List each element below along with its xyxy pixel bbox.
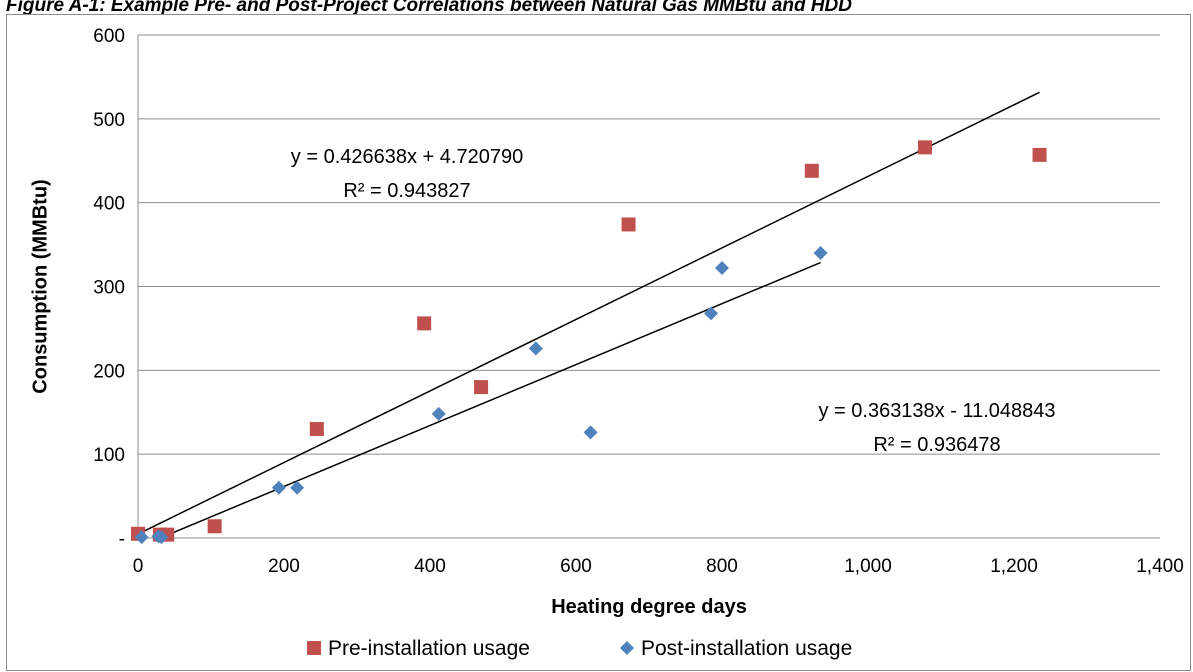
x-tick-label: 600 (560, 556, 592, 577)
pre-installation-point (309, 422, 324, 437)
y-axis-title: Consumption (MMBtu) (29, 179, 51, 393)
y-tick-label: 400 (93, 194, 125, 215)
figure-title: Figure A-1: Example Pre- and Post-Projec… (6, 0, 853, 16)
y-tick-label: 300 (93, 278, 125, 299)
post-installation-point (528, 341, 543, 356)
x-tick-label: 0 (133, 556, 144, 577)
trendline-series-1 (137, 91, 1040, 535)
pre-installation-point (207, 519, 222, 534)
trendline-r2-1: R² = 0.943827 (343, 180, 470, 202)
pre-installation-point (474, 380, 489, 395)
x-tick-labels: 0 200 400 600 800 1,000 1,200 1,400 (133, 556, 1184, 577)
y-tick-label: 500 (93, 110, 125, 131)
y-tick-label: - (119, 529, 125, 550)
x-axis-title: Heating degree days (551, 596, 747, 618)
y-tick-labels: - 100 200 300 400 500 600 (93, 26, 125, 550)
post-installation-point (134, 530, 149, 545)
pre-installation-point (1032, 147, 1047, 162)
y-tick-label: 200 (93, 361, 125, 382)
x-tick-label: 800 (706, 556, 738, 577)
x-tick-label: 1,200 (990, 556, 1038, 577)
data-markers (131, 140, 1047, 545)
legend-label-2: Post-installation usage (641, 637, 852, 660)
post-installation-point (154, 530, 169, 545)
post-installation-point (715, 261, 729, 276)
legend: Pre-installation usage Post-installation … (307, 637, 852, 660)
post-installation-point (583, 425, 598, 440)
trendlines (137, 91, 1040, 539)
axes (137, 35, 1160, 539)
legend-marker-1 (307, 641, 321, 655)
x-tick-label: 1,400 (1136, 556, 1184, 577)
post-installation-point (290, 480, 305, 495)
y-tick-label: 600 (93, 26, 125, 47)
pre-installation-point (417, 316, 432, 331)
x-tick-label: 1,000 (844, 556, 892, 577)
post-installation-point (271, 480, 286, 495)
pre-installation-point (621, 217, 636, 232)
y-tick-label: 100 (93, 445, 125, 466)
pre-installation-point (917, 140, 932, 155)
post-installation-point (431, 406, 446, 421)
post-installation-point (813, 245, 828, 260)
chart-frame: 0 200 400 600 800 1,000 1,200 1,400 - 100 200 300 4… (6, 14, 1191, 671)
gridlines (138, 34, 1160, 455)
x-tick-label: 200 (268, 556, 300, 577)
legend-label-1: Pre-installation usage (328, 637, 530, 660)
x-tick-label: 400 (414, 556, 446, 577)
trendline-equations: y = 0.426638x + 4.720790 R² = 0.943827 y =… (291, 146, 1056, 456)
trendline-series-2 (161, 261, 821, 539)
legend-marker-2 (620, 641, 634, 655)
post-installation-point (704, 306, 719, 321)
trendline-equation-2: y = 0.363138x - 11.048843 (818, 400, 1055, 422)
scatter-chart: 0 200 400 600 800 1,000 1,200 1,400 - 100 200 300 4… (29, 26, 1184, 660)
trendline-r2-2: R² = 0.936478 (873, 434, 1000, 456)
pre-installation-point (804, 163, 819, 178)
trendline-equation-1: y = 0.426638x + 4.720790 (291, 146, 523, 168)
